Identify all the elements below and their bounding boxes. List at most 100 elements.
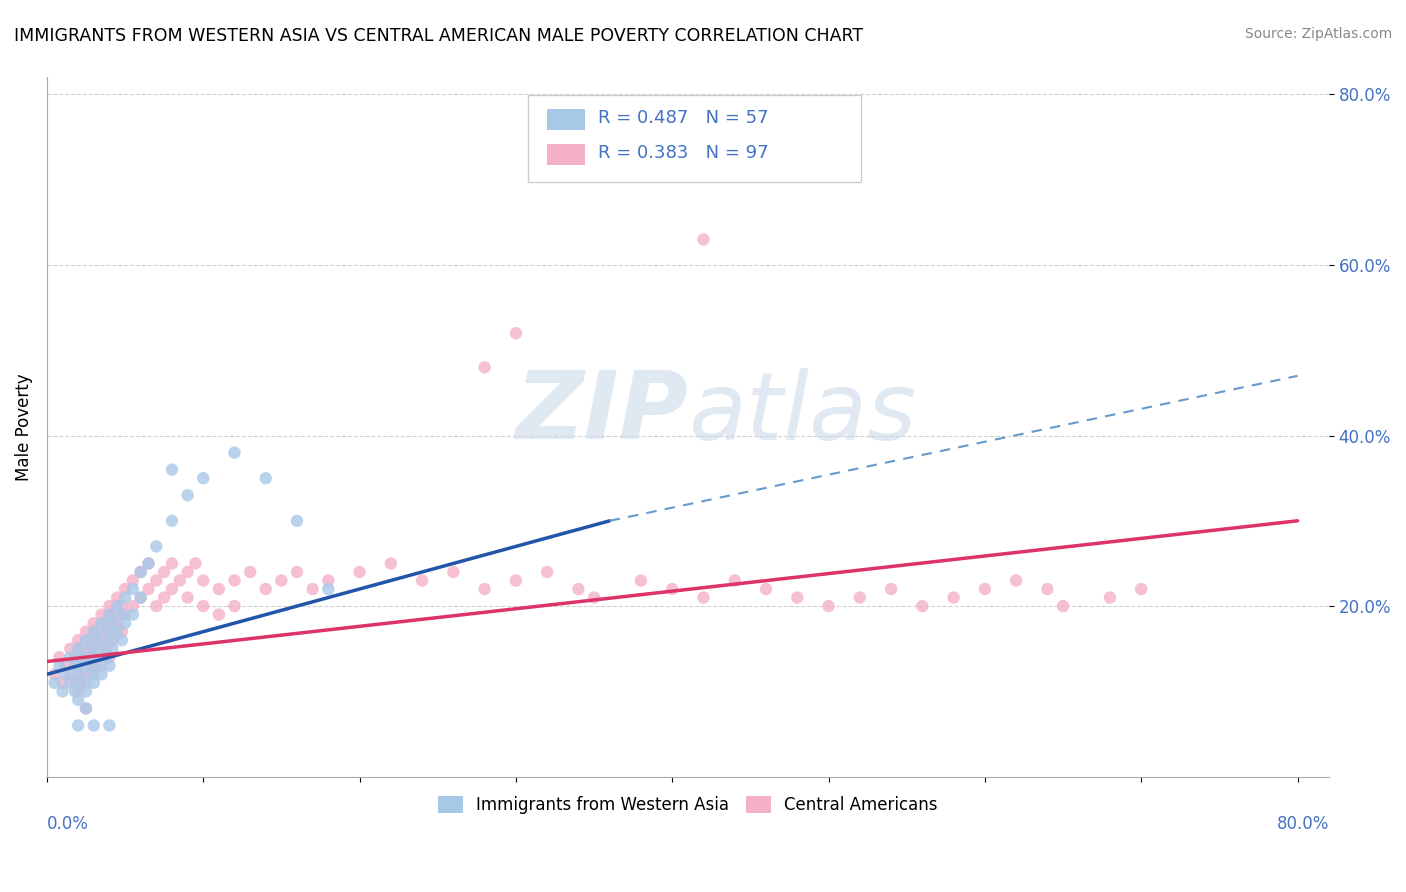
Point [114,582,136,596]
Point [98,658,121,673]
Point [129,565,152,579]
Point [86,624,108,639]
Point [661,582,683,596]
Point [145,574,167,588]
Point [176,591,198,605]
Point [86,633,108,648]
Point [285,514,308,528]
Point [105,624,128,639]
Point [55,667,77,681]
Point [817,599,839,613]
Point [176,565,198,579]
Point [122,582,145,596]
Point [193,471,215,485]
Point [111,607,134,622]
Point [380,557,402,571]
Point [83,718,105,732]
Point [75,658,97,673]
Point [193,574,215,588]
Point [90,616,112,631]
Point [254,582,277,596]
Point [942,591,965,605]
Point [193,599,215,613]
Point [67,667,90,681]
Point [122,599,145,613]
Point [105,616,128,631]
Point [59,667,82,681]
Point [129,591,152,605]
Point [349,565,371,579]
Point [224,599,246,613]
Point [153,591,176,605]
Point [301,582,323,596]
Point [105,599,128,613]
Point [96,624,118,639]
Text: R = 0.383   N = 97: R = 0.383 N = 97 [598,144,769,162]
Point [98,599,121,613]
Point [59,641,82,656]
Point [224,445,246,459]
Point [59,650,82,665]
Point [114,616,136,631]
Point [67,684,90,698]
Point [160,514,183,528]
Point [79,641,101,656]
Point [79,667,101,681]
Point [98,624,121,639]
Point [75,650,97,665]
Text: R = 0.487   N = 57: R = 0.487 N = 57 [598,109,769,127]
Point [67,693,90,707]
Point [138,582,160,596]
Point [1052,599,1074,613]
Point [79,658,101,673]
Text: ZIP: ZIP [515,367,688,459]
Point [59,676,82,690]
Point [86,650,108,665]
Point [96,616,118,631]
Point [111,599,134,613]
Text: atlas: atlas [688,368,917,458]
Point [505,326,527,341]
Point [98,633,121,648]
Point [79,633,101,648]
Point [129,591,152,605]
Point [70,667,93,681]
Point [285,565,308,579]
Point [63,684,86,698]
Point [83,650,105,665]
Point [880,582,903,596]
Point [51,684,73,698]
Point [90,658,112,673]
Point [83,641,105,656]
Point [98,607,121,622]
Point [90,633,112,648]
Point [1098,591,1121,605]
Point [90,667,112,681]
Point [75,633,97,648]
Point [67,658,90,673]
Legend: Immigrants from Western Asia, Central Americans: Immigrants from Western Asia, Central Am… [432,789,945,821]
Point [973,582,995,596]
Point [55,658,77,673]
Point [70,641,93,656]
Point [63,658,86,673]
Point [129,565,152,579]
Point [96,650,118,665]
Point [755,582,778,596]
Point [316,574,339,588]
Point [101,616,124,631]
Text: 0.0%: 0.0% [46,815,89,833]
Point [160,582,183,596]
Point [101,607,124,622]
Text: IMMIGRANTS FROM WESTERN ASIA VS CENTRAL AMERICAN MALE POVERTY CORRELATION CHART: IMMIGRANTS FROM WESTERN ASIA VS CENTRAL … [14,27,863,45]
Point [583,591,606,605]
Point [316,582,339,596]
Point [75,676,97,690]
Point [849,591,872,605]
Point [239,565,262,579]
Point [48,650,70,665]
Point [786,591,808,605]
Point [111,624,134,639]
Y-axis label: Male Poverty: Male Poverty [15,373,32,481]
Point [270,574,292,588]
